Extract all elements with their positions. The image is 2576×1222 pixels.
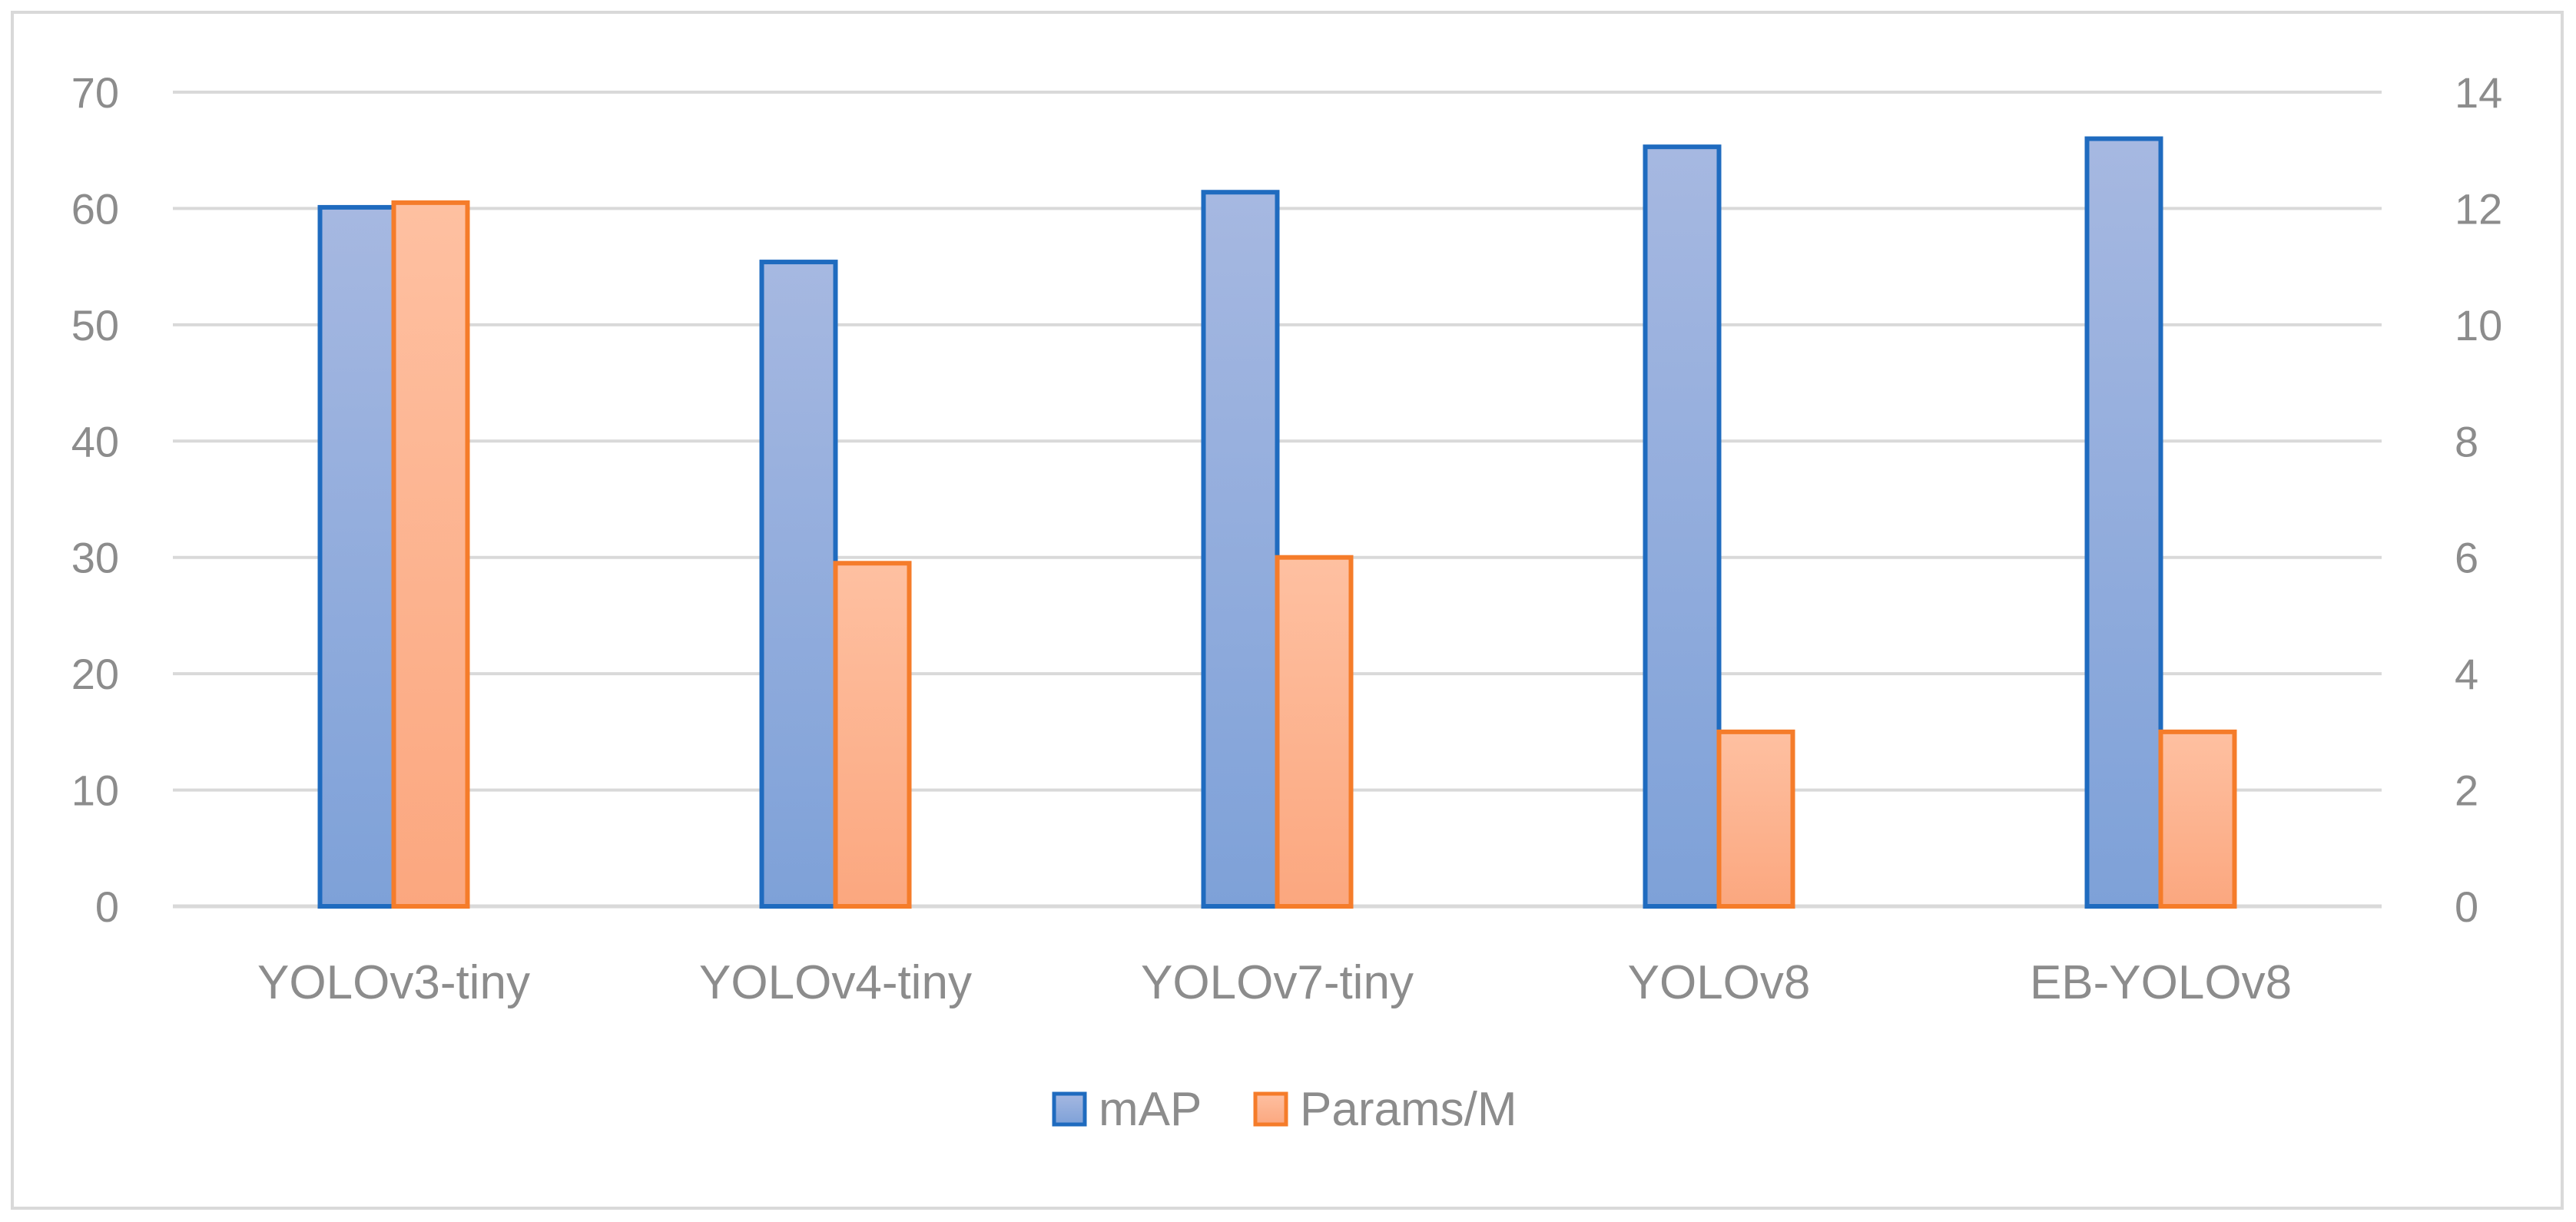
- bar-params-m: [2158, 729, 2237, 909]
- left-tick-label: 30: [71, 534, 119, 582]
- left-tick-label: 50: [71, 301, 119, 349]
- bar-map: [1201, 190, 1280, 909]
- right-tick-label: 4: [2455, 650, 2478, 698]
- category-label: YOLOv3-tiny: [257, 956, 530, 1009]
- left-tick-label: 60: [71, 184, 119, 233]
- right-tick-label: 2: [2455, 767, 2478, 815]
- legend-swatch: [1253, 1091, 1288, 1127]
- legend-label: mAP: [1099, 1083, 1202, 1136]
- legend: mAP Params/M: [1052, 1083, 1517, 1136]
- bar-params-m: [1275, 555, 1354, 909]
- legend-swatch: [1052, 1091, 1087, 1127]
- left-tick-label: 70: [71, 68, 119, 117]
- left-tick-label: 20: [71, 650, 119, 698]
- category-label: YOLOv4-tiny: [699, 956, 972, 1009]
- bar-map: [759, 260, 838, 909]
- bar-params-m: [1716, 729, 1795, 909]
- left-tick-label: 10: [71, 767, 119, 815]
- category-label: EB-YOLOv8: [2030, 956, 2292, 1009]
- bar-params-m: [833, 561, 912, 909]
- right-tick-label: 10: [2455, 301, 2502, 349]
- right-tick-label: 14: [2455, 68, 2502, 117]
- bar-map: [2084, 136, 2163, 909]
- right-tick-label: 12: [2455, 184, 2502, 233]
- bar-params-m: [391, 200, 470, 909]
- right-tick-label: 6: [2455, 534, 2478, 582]
- left-tick-label: 0: [95, 883, 119, 931]
- right-tick-label: 0: [2455, 883, 2478, 931]
- x-axis: YOLOv3-tiny YOLOv4-tiny YOLOv7-tiny YOLOv8 E…: [257, 956, 2292, 1009]
- left-axis: 0 10 20 30 40 50 60 70: [71, 68, 119, 931]
- legend-label: Params/M: [1300, 1083, 1517, 1136]
- bar-map: [1643, 144, 1722, 909]
- bar-layer: [317, 136, 2237, 909]
- right-axis: 0 2 4 6 8 10 12 14: [2455, 68, 2502, 931]
- left-tick-label: 40: [71, 417, 119, 465]
- category-label: YOLOv8: [1628, 956, 1811, 1009]
- category-label: YOLOv7-tiny: [1141, 956, 1414, 1009]
- right-tick-label: 8: [2455, 417, 2478, 465]
- bar-map: [317, 204, 396, 909]
